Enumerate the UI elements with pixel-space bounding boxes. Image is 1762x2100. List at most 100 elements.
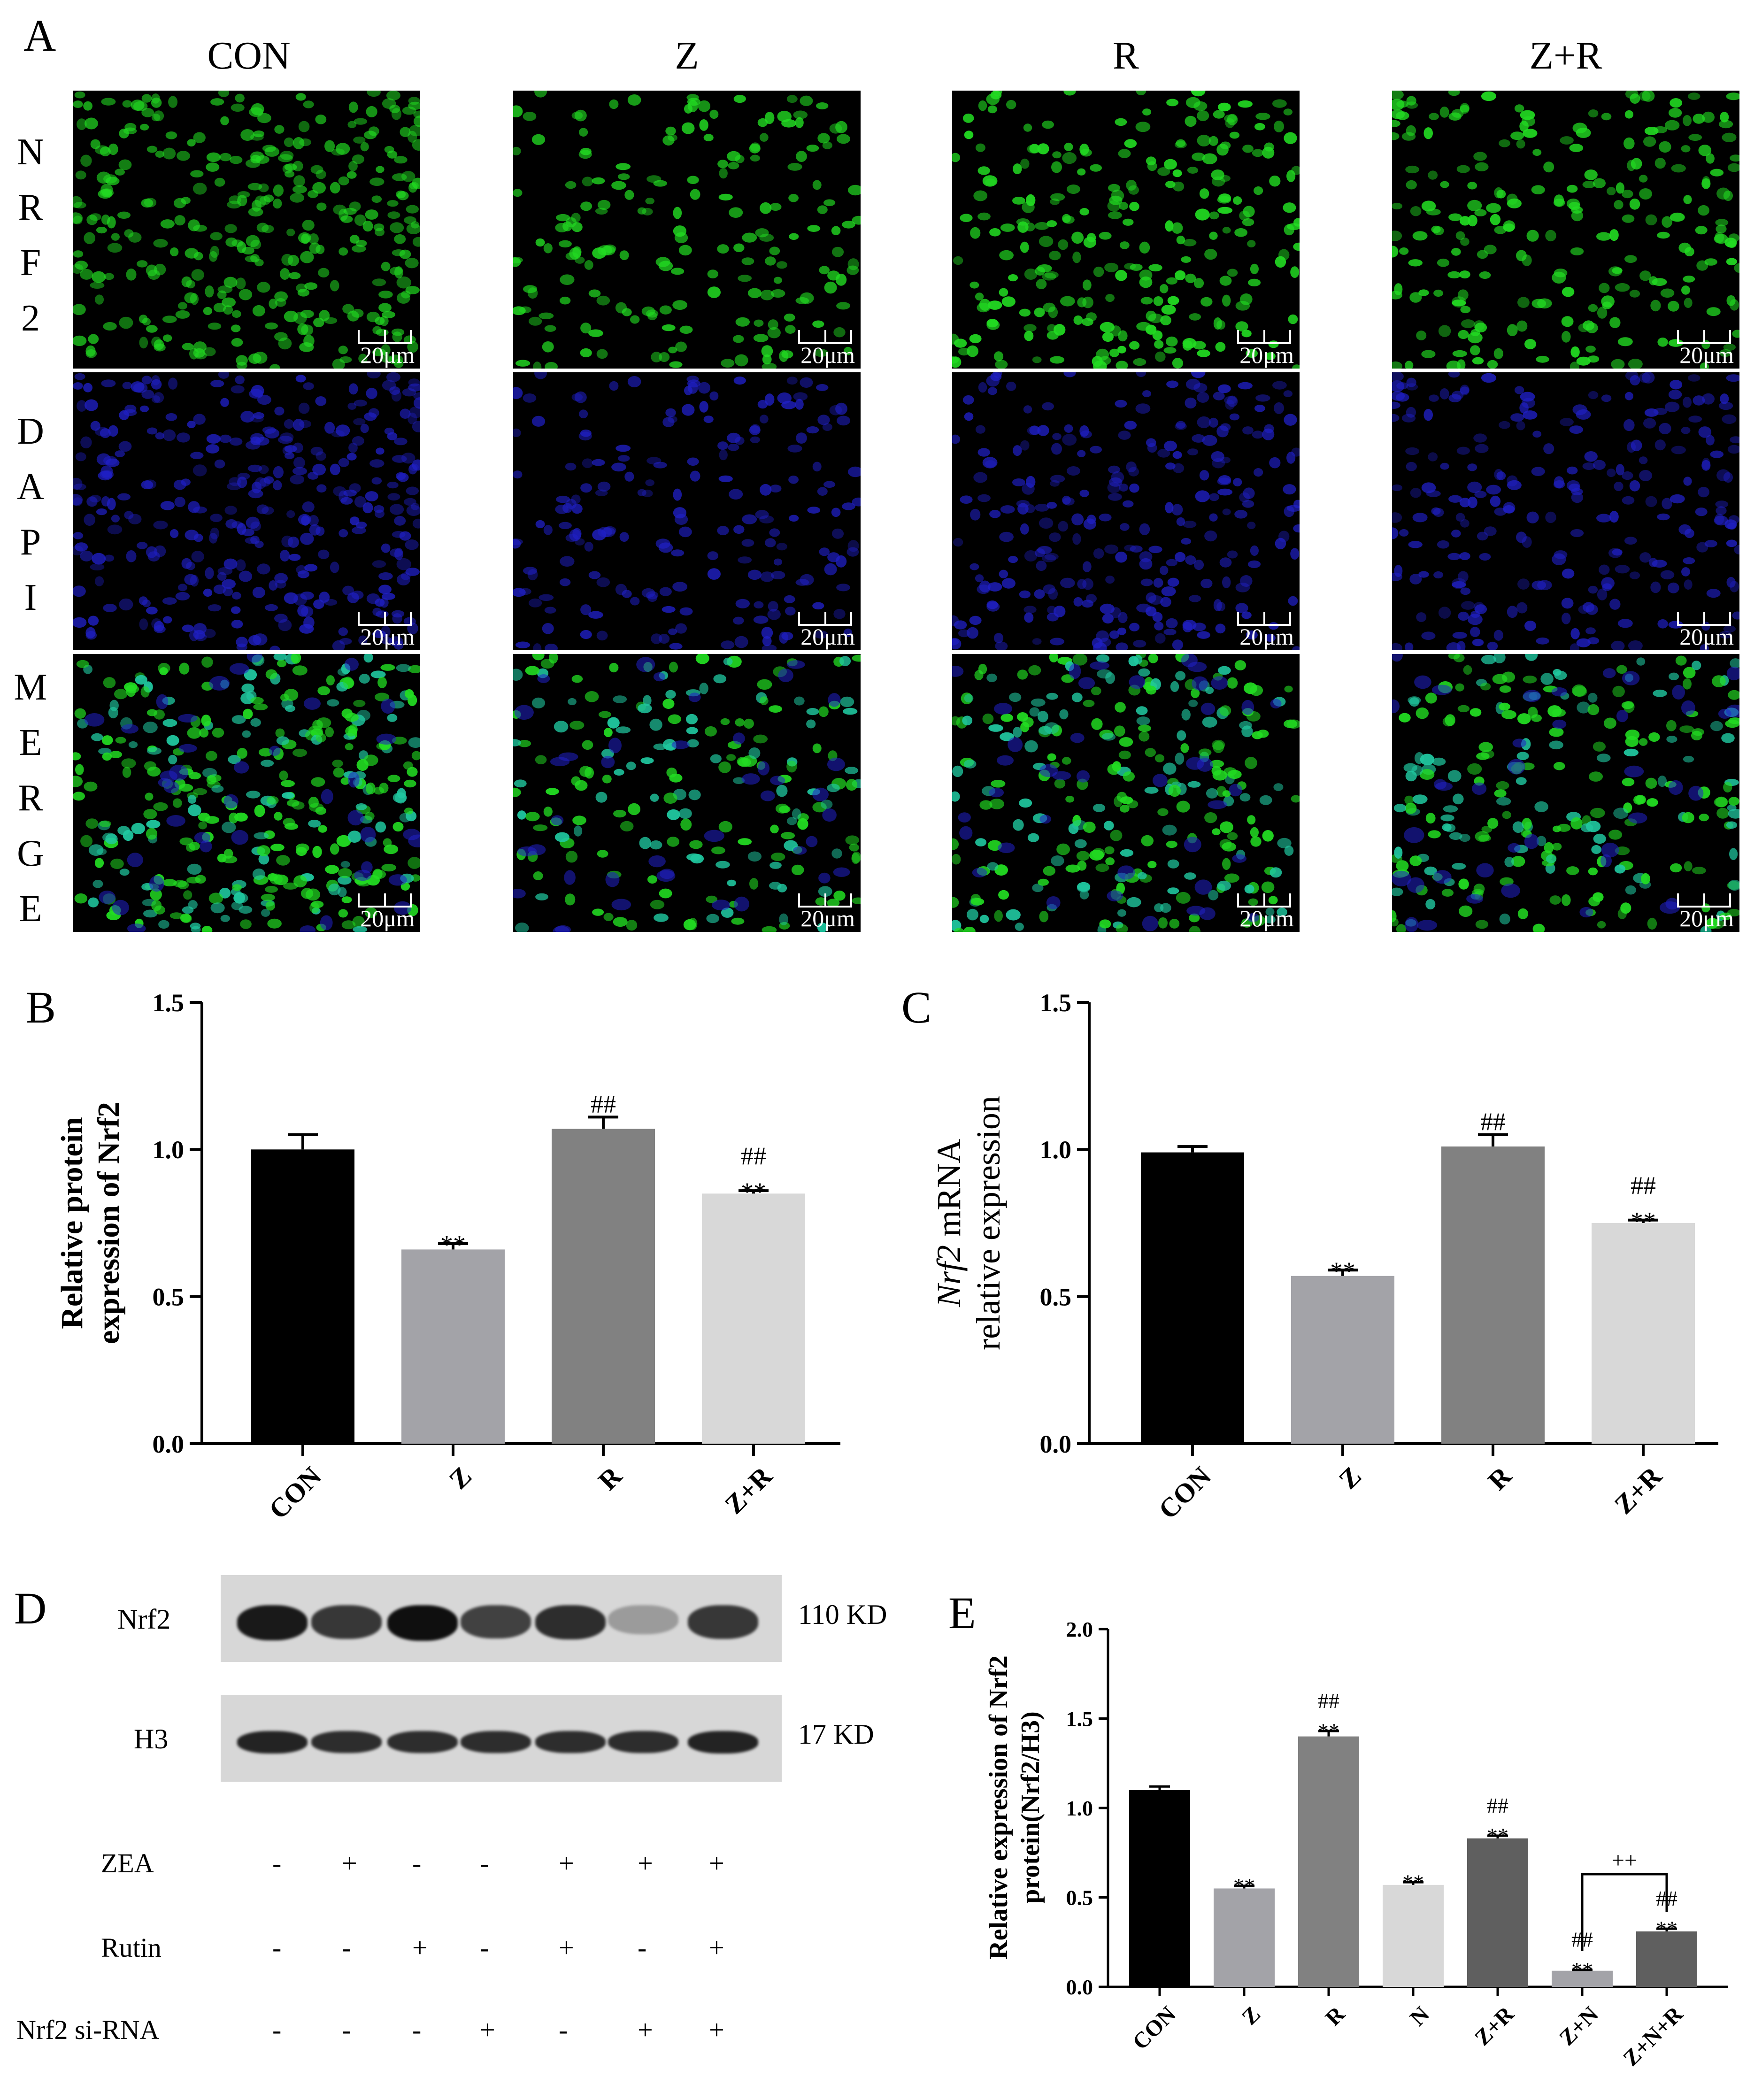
scale-bar xyxy=(798,330,852,344)
x-tick-label: CON xyxy=(1153,1461,1217,1525)
significance-mark: ** xyxy=(1233,1874,1255,1898)
significance-mark: ** xyxy=(1656,1916,1677,1940)
bar-z xyxy=(401,1249,505,1444)
micrograph-nrf2-z: 20μm xyxy=(513,91,861,369)
micrograph-dapi-z-r: 20μm xyxy=(1392,372,1739,650)
chart-b-relative-protein: 0.0 0.5 1.0 1.5 CON ** Z ## R ** ## Z+R Relative pro… xyxy=(55,989,840,1525)
treatment-sign: - xyxy=(480,1932,489,1963)
micrograph-nrf2-con: 20μm xyxy=(73,91,420,369)
x-tick-label: CON xyxy=(263,1461,327,1525)
y-tick-label: 1.0 xyxy=(1040,1136,1072,1164)
x-tick-label: CON xyxy=(1128,2001,1181,2054)
blot-band xyxy=(535,1605,606,1639)
significance-mark: ## xyxy=(1487,1793,1508,1817)
micrograph-merge-r: 20μm xyxy=(952,654,1300,932)
micrograph-merge-con: 20μm xyxy=(73,654,420,932)
treatment-sign: - xyxy=(342,2015,351,2045)
blot-size-nrf2: 110 KD xyxy=(798,1599,887,1630)
scale-bar-label: 20μm xyxy=(360,623,415,650)
scale-bar xyxy=(798,893,852,908)
significance-mark: ** xyxy=(741,1177,766,1206)
bar-r xyxy=(1441,1146,1545,1444)
scale-bar-label: 20μm xyxy=(1239,623,1294,650)
micrograph-merge-z-r: 20μm xyxy=(1392,654,1739,932)
x-tick-label: Z xyxy=(443,1461,477,1495)
treatment-label: Nrf2 si-RNA xyxy=(16,2015,160,2045)
bar-z-n-r xyxy=(1636,1931,1697,1987)
treatment-sign: + xyxy=(709,1932,724,1963)
row-label-nrf2: N R F 2 xyxy=(17,131,44,339)
panel-letter-d: D xyxy=(14,1583,47,1633)
panel-letter-a: A xyxy=(23,10,56,61)
significance-mark: ** xyxy=(1318,1719,1339,1743)
y-axis-label: Nrf2 mRNArelative expression xyxy=(930,1096,1007,1350)
y-tick-label: 1.5 xyxy=(1066,1707,1093,1731)
blot-band xyxy=(688,1731,758,1754)
micrograph-nrf2-r: 20μm xyxy=(952,91,1300,369)
panel-letter-e: E xyxy=(948,1588,976,1638)
blot-band xyxy=(311,1605,382,1639)
micrograph-dapi-con: 20μm xyxy=(73,372,420,650)
micrograph-nrf2-z-r: 20μm xyxy=(1392,91,1739,369)
y-tick-label: 1.0 xyxy=(153,1136,185,1164)
treatment-sign: - xyxy=(342,1932,351,1963)
scale-bar xyxy=(1237,330,1291,344)
scale-bar-label: 20μm xyxy=(1679,342,1734,368)
significance-mark: ## xyxy=(1480,1108,1506,1136)
significance-mark: ** xyxy=(440,1231,466,1259)
chart-c-mrna-expression: 0.0 0.5 1.0 1.5 CON ** Z ## R ** ## Z+R Nrf2 mRNArel… xyxy=(930,989,1718,1525)
blot-size-h3: 17 KD xyxy=(798,1719,874,1750)
scale-bar-label: 20μm xyxy=(800,905,855,931)
scale-bar-label: 20μm xyxy=(800,623,855,650)
micrograph-merge-z: 20μm xyxy=(513,654,861,932)
scale-bar-label: 20μm xyxy=(360,342,415,368)
treatment-sign: - xyxy=(559,2015,568,2045)
treatment-sign: + xyxy=(709,2015,724,2045)
row-label-merge: M E R G E xyxy=(14,667,47,930)
significance-mark: ** xyxy=(1402,1870,1424,1894)
scale-bar-label: 20μm xyxy=(360,905,415,931)
panel-letter-b: B xyxy=(26,982,56,1032)
scale-bar-label: 20μm xyxy=(1239,905,1294,931)
y-tick-label: 0.0 xyxy=(153,1430,185,1458)
significance-mark: ## xyxy=(591,1090,616,1118)
x-tick-label: R xyxy=(1321,2001,1350,2031)
treatment-sign: - xyxy=(412,1848,422,1878)
panel-letter-c: C xyxy=(901,982,932,1032)
x-tick-label: Z xyxy=(1237,2001,1265,2030)
blot-band xyxy=(461,1605,531,1638)
scale-bar xyxy=(1237,893,1291,908)
bar-z-r xyxy=(1467,1838,1528,1987)
bar-z xyxy=(1291,1276,1394,1444)
x-tick-label: R xyxy=(1482,1460,1517,1496)
scale-bar xyxy=(1677,893,1731,908)
treatment-sign: + xyxy=(638,2015,653,2045)
scale-bar xyxy=(358,330,412,344)
treatment-sign: - xyxy=(272,1848,282,1878)
blot-band xyxy=(311,1731,382,1753)
column-header-r: R xyxy=(1112,34,1139,77)
blot-label-nrf2: Nrf2 xyxy=(117,1604,171,1635)
treatment-sign: + xyxy=(559,1848,574,1878)
x-tick-label: Z+R xyxy=(719,1460,778,1520)
blot-band xyxy=(535,1731,606,1753)
comparison-bracket xyxy=(1581,1873,1668,1951)
y-tick-label: 1.5 xyxy=(1040,989,1072,1017)
micrograph-dapi-r: 20μm xyxy=(952,372,1300,650)
scale-bar-label: 20μm xyxy=(1239,342,1294,368)
treatment-sign: + xyxy=(342,1848,357,1878)
y-tick-label: 1.0 xyxy=(1066,1796,1093,1820)
x-tick-label: Z+R xyxy=(1470,2001,1519,2051)
treatment-sign: + xyxy=(412,1932,428,1963)
blot-strip-nrf2 xyxy=(221,1575,782,1662)
bar-z-n xyxy=(1552,1970,1613,1987)
scale-bar xyxy=(1237,612,1291,626)
treatment-sign: - xyxy=(272,2015,282,2045)
column-header-z: Z xyxy=(675,34,699,77)
scale-bar-label: 20μm xyxy=(1679,623,1734,650)
micrograph-dapi-z: 20μm xyxy=(513,372,861,650)
treatment-label: ZEA xyxy=(101,1848,154,1878)
y-tick-label: 2.0 xyxy=(1066,1617,1093,1641)
significance-mark: ** xyxy=(1330,1257,1355,1285)
treatment-label: Rutin xyxy=(101,1932,162,1963)
